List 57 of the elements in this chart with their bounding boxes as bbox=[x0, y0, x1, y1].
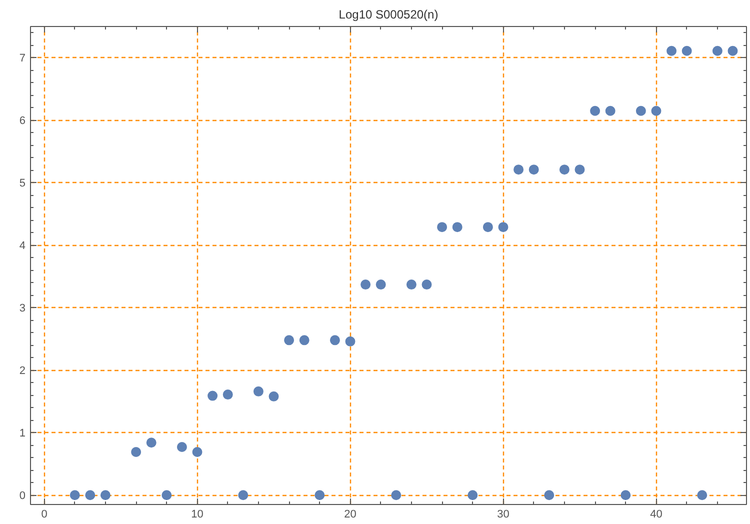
y-tick-label: 4 bbox=[19, 240, 26, 252]
point bbox=[192, 447, 202, 458]
point bbox=[314, 490, 325, 500]
y-tick-label: 1 bbox=[19, 428, 26, 440]
point bbox=[208, 390, 218, 401]
point bbox=[728, 46, 738, 56]
point bbox=[666, 46, 677, 56]
point bbox=[391, 490, 402, 500]
point bbox=[712, 46, 722, 56]
point bbox=[146, 438, 156, 448]
y-tick-label: 7 bbox=[19, 52, 26, 65]
point bbox=[605, 106, 616, 116]
point bbox=[284, 335, 294, 346]
point bbox=[222, 390, 233, 400]
point bbox=[514, 164, 524, 175]
point bbox=[697, 490, 708, 500]
point bbox=[482, 222, 493, 232]
y-tick-label: 2 bbox=[19, 365, 26, 378]
point bbox=[422, 280, 432, 290]
point bbox=[559, 164, 570, 175]
chart-title: Log10 S000520(n) bbox=[338, 8, 438, 22]
y-tick-label: 6 bbox=[19, 115, 26, 128]
x-tick-label: 10 bbox=[191, 508, 204, 520]
point bbox=[176, 442, 187, 452]
point bbox=[468, 490, 478, 500]
point bbox=[131, 447, 142, 458]
point bbox=[253, 386, 264, 396]
point bbox=[574, 164, 585, 175]
point bbox=[590, 106, 600, 116]
x-tick-label: 30 bbox=[497, 508, 510, 520]
point bbox=[360, 280, 371, 290]
point bbox=[636, 106, 646, 116]
y-tick-label: 0 bbox=[19, 490, 26, 502]
point bbox=[162, 490, 172, 500]
point bbox=[651, 106, 662, 116]
point bbox=[528, 164, 539, 175]
point bbox=[406, 280, 416, 290]
point bbox=[268, 391, 279, 402]
point bbox=[682, 46, 692, 56]
point bbox=[452, 222, 462, 232]
y-tick-label: 3 bbox=[19, 302, 26, 315]
point bbox=[376, 280, 386, 290]
point bbox=[544, 490, 554, 500]
point bbox=[345, 336, 356, 346]
point bbox=[70, 490, 80, 500]
point bbox=[100, 490, 110, 500]
point bbox=[299, 335, 310, 346]
y-tick-label: 5 bbox=[19, 178, 26, 190]
point bbox=[620, 490, 631, 500]
point bbox=[238, 490, 248, 500]
point bbox=[330, 335, 340, 346]
point bbox=[437, 222, 448, 232]
x-tick-label: 0 bbox=[41, 508, 48, 520]
point bbox=[85, 490, 96, 500]
x-tick-label: 40 bbox=[650, 508, 662, 520]
x-tick-label: 20 bbox=[344, 508, 356, 520]
point bbox=[498, 222, 508, 232]
